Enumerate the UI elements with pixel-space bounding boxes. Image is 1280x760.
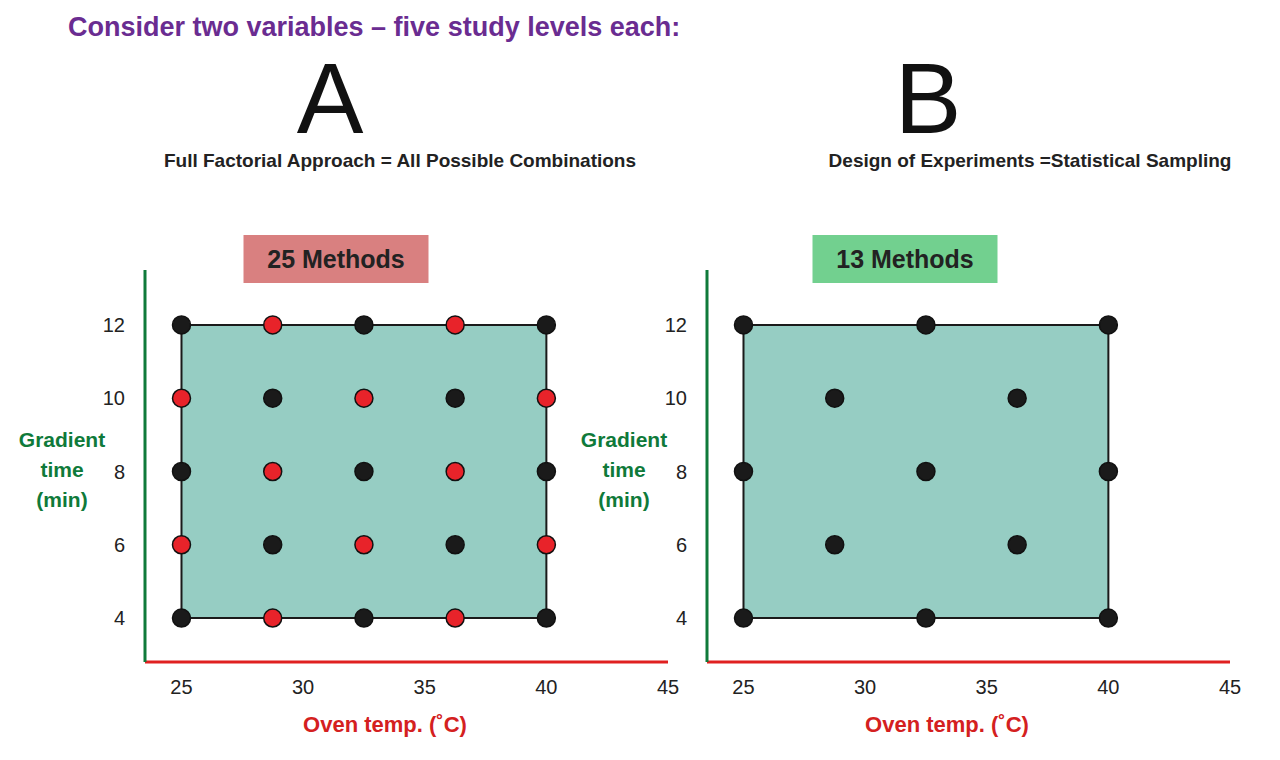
svg-text:35: 35 xyxy=(976,676,998,698)
html-text:Gradient: Gradient xyxy=(18,428,106,451)
svg-text:45: 45 xyxy=(1219,676,1241,698)
svg-text:10: 10 xyxy=(665,387,687,409)
html-text:(min): (min) xyxy=(598,488,650,511)
svg-text:8: 8 xyxy=(676,461,687,483)
html-text:Full Factorial Approach = All: Full Factorial Approach = All Possible C… xyxy=(164,150,636,171)
svg-text:6: 6 xyxy=(676,534,687,556)
svg-text:30: 30 xyxy=(854,676,876,698)
svg-text:6: 6 xyxy=(114,534,125,556)
html-text:B: B xyxy=(894,42,962,154)
svg-text:4: 4 xyxy=(676,607,687,629)
svg-text:10: 10 xyxy=(103,387,125,409)
svg-text:30: 30 xyxy=(292,676,314,698)
html-text:25 Methods: 25 Methods xyxy=(267,244,405,273)
svg-text:25: 25 xyxy=(170,676,192,698)
html-text:Oven temp. (˚C): Oven temp. (˚C) xyxy=(865,712,1029,737)
html-text:Gradient: Gradient xyxy=(580,428,668,451)
html-text:13 Methods: 13 Methods xyxy=(836,244,974,273)
svg-text:35: 35 xyxy=(414,676,436,698)
svg-text:45: 45 xyxy=(657,676,679,698)
html-text:A: A xyxy=(296,42,364,154)
html-text:Oven temp. (˚C): Oven temp. (˚C) xyxy=(303,712,467,737)
html-text:Consider two variables – five: Consider two variables – five study leve… xyxy=(68,12,681,42)
svg-text:12: 12 xyxy=(103,314,125,336)
svg-text:12: 12 xyxy=(665,314,687,336)
svg-text:40: 40 xyxy=(1097,676,1119,698)
html-text:time: time xyxy=(40,458,84,481)
html-text:Design of Experiments =Statist: Design of Experiments =Statistical Sampl… xyxy=(828,150,1232,171)
html-text:time: time xyxy=(602,458,646,481)
svg-text:8: 8 xyxy=(114,461,125,483)
svg-text:40: 40 xyxy=(535,676,557,698)
html-text:(min): (min) xyxy=(36,488,88,511)
svg-text:4: 4 xyxy=(114,607,125,629)
svg-text:25: 25 xyxy=(732,676,754,698)
